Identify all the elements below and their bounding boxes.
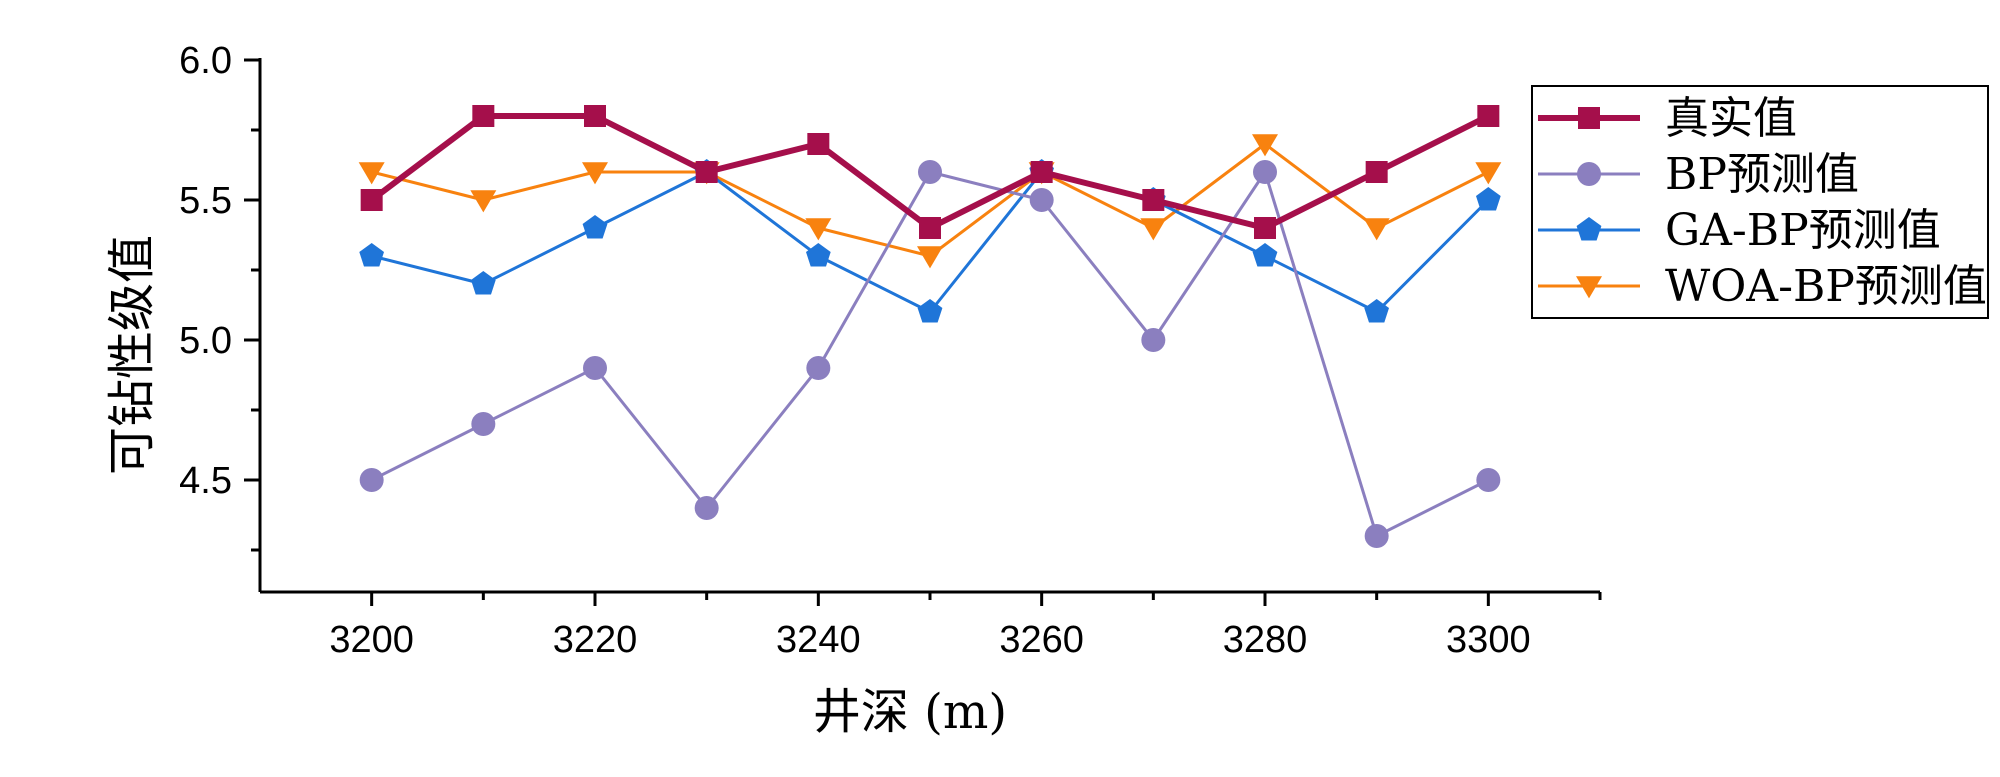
data-point <box>1029 188 1054 212</box>
data-point <box>1475 162 1502 185</box>
data-point <box>1363 218 1390 241</box>
legend-marker <box>1576 217 1602 241</box>
y-tick-label: 6.0 <box>179 40 232 82</box>
data-point <box>1142 189 1165 211</box>
data-point <box>471 412 496 436</box>
data-point <box>1141 328 1166 352</box>
legend-item: BP预测值 <box>1538 149 1859 200</box>
x-tick-label: 3220 <box>553 619 638 661</box>
data-point <box>471 271 496 295</box>
legend-item: 真实值 <box>1538 93 1797 144</box>
legend-label: WOA-BP预测值 <box>1665 261 1987 312</box>
y-tick-label: 5.5 <box>179 180 232 222</box>
data-point <box>359 243 384 267</box>
x-tick-label: 3260 <box>999 619 1084 661</box>
data-point <box>807 133 830 155</box>
series-3 <box>358 134 1502 269</box>
series-1 <box>359 160 1501 548</box>
series-line <box>371 170 1490 314</box>
data-point <box>582 162 608 185</box>
data-point <box>360 189 383 211</box>
data-point <box>584 105 606 127</box>
legend-marker <box>1577 162 1601 186</box>
data-point <box>1476 187 1501 211</box>
series-0 <box>360 105 1500 239</box>
legend-box <box>1531 85 1989 319</box>
x-tick-label: 3240 <box>776 619 861 661</box>
legend-label: BP预测值 <box>1665 149 1859 200</box>
data-point <box>917 299 943 323</box>
series-layer <box>358 105 1502 548</box>
data-point <box>1252 243 1278 267</box>
legend-label: 真实值 <box>1665 93 1797 144</box>
y-tick-label: 4.5 <box>179 460 232 502</box>
data-point <box>1030 161 1053 183</box>
x-tick-label: 3280 <box>1223 619 1308 661</box>
data-point <box>358 162 385 185</box>
legend-marker <box>1578 107 1600 129</box>
x-axis-title: 井深 (m) <box>813 684 1007 740</box>
data-point <box>472 105 495 127</box>
data-point <box>1365 161 1388 183</box>
data-point <box>918 160 942 184</box>
data-point <box>1254 217 1276 239</box>
x-tick-label: 3200 <box>329 619 414 661</box>
data-point <box>583 356 607 380</box>
data-point <box>1477 105 1500 127</box>
x-tick-label: 3300 <box>1446 619 1531 661</box>
legend-item: WOA-BP预测值 <box>1538 261 1987 312</box>
data-point <box>359 468 384 492</box>
data-point <box>919 217 941 239</box>
y-axis-title: 可钻性级值 <box>104 235 160 475</box>
data-point <box>806 356 831 380</box>
data-point <box>694 496 719 520</box>
data-point <box>1364 524 1389 548</box>
data-point <box>1364 299 1389 323</box>
axes: 4.5 5.0 5.5 6.0 3200 3220 3240 3260 3280 3300 <box>179 40 1602 661</box>
data-point <box>582 215 608 239</box>
legend-item: GA-BP预测值 <box>1538 205 1941 256</box>
data-point <box>695 161 718 183</box>
data-point <box>917 246 943 269</box>
legend-label: GA-BP预测值 <box>1665 205 1941 256</box>
data-point <box>806 243 831 267</box>
data-point <box>805 218 832 241</box>
legend-marker <box>1576 276 1602 299</box>
data-point <box>1476 468 1501 492</box>
data-point <box>1252 134 1278 157</box>
data-point <box>1253 160 1277 184</box>
y-tick-label: 5.0 <box>179 320 232 362</box>
data-point <box>1140 218 1167 241</box>
data-point <box>470 190 497 213</box>
